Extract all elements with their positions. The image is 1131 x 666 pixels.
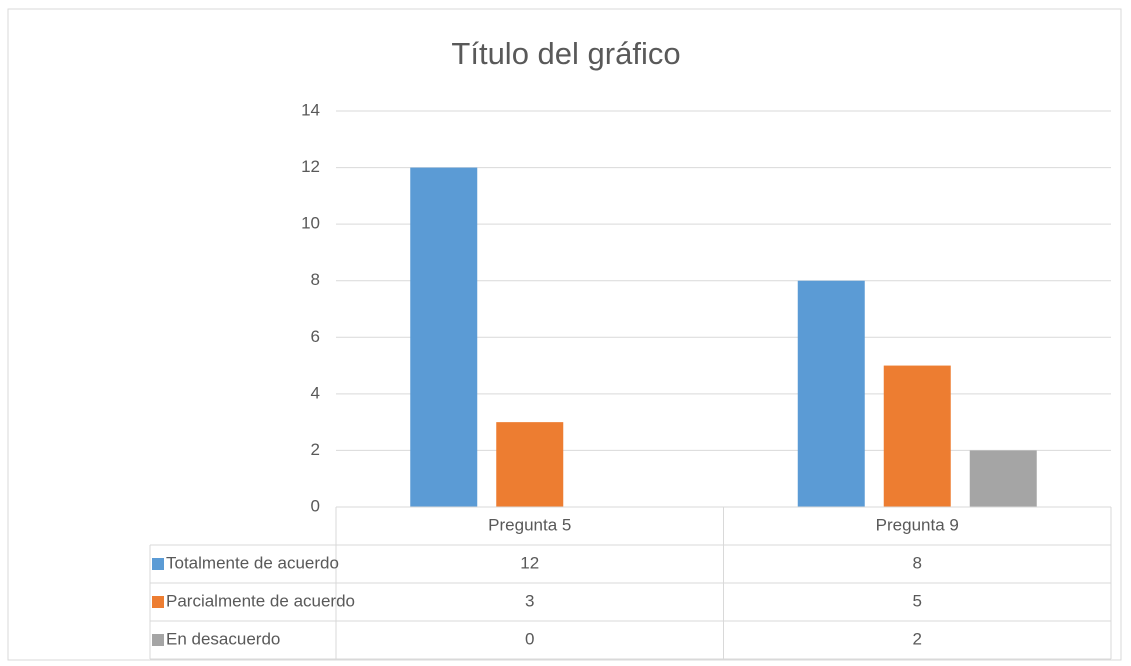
legend-label: Totalmente de acuerdo [166, 553, 339, 572]
x-tick-label: Pregunta 5 [488, 515, 571, 534]
bar [969, 450, 1037, 507]
bar [410, 167, 478, 508]
legend-key [152, 558, 164, 570]
table-value: 8 [913, 553, 922, 572]
legend-key [152, 634, 164, 646]
legend-key [152, 596, 164, 608]
bar [883, 365, 951, 507]
legend-label: Parcialmente de acuerdo [166, 591, 355, 610]
legend-label: En desacuerdo [166, 629, 280, 648]
table-value: 2 [913, 629, 922, 648]
table-value: 5 [913, 591, 922, 610]
table-value: 12 [520, 553, 539, 572]
chart-frame [7, 8, 1122, 661]
x-tick-label: Pregunta 9 [876, 515, 959, 534]
table-value: 0 [525, 629, 534, 648]
chart-title: Título del gráfico [451, 36, 680, 71]
bar [496, 422, 564, 507]
y-tick-label: 14 [301, 100, 320, 119]
y-tick-label: 6 [311, 327, 320, 346]
y-tick-label: 10 [301, 214, 320, 233]
y-tick-label: 4 [311, 383, 320, 402]
y-tick-label: 2 [311, 440, 320, 459]
y-tick-label: 0 [311, 496, 320, 515]
y-tick-label: 12 [301, 157, 320, 176]
y-tick-label: 8 [311, 270, 320, 289]
table-value: 3 [525, 591, 534, 610]
bar [797, 280, 865, 507]
